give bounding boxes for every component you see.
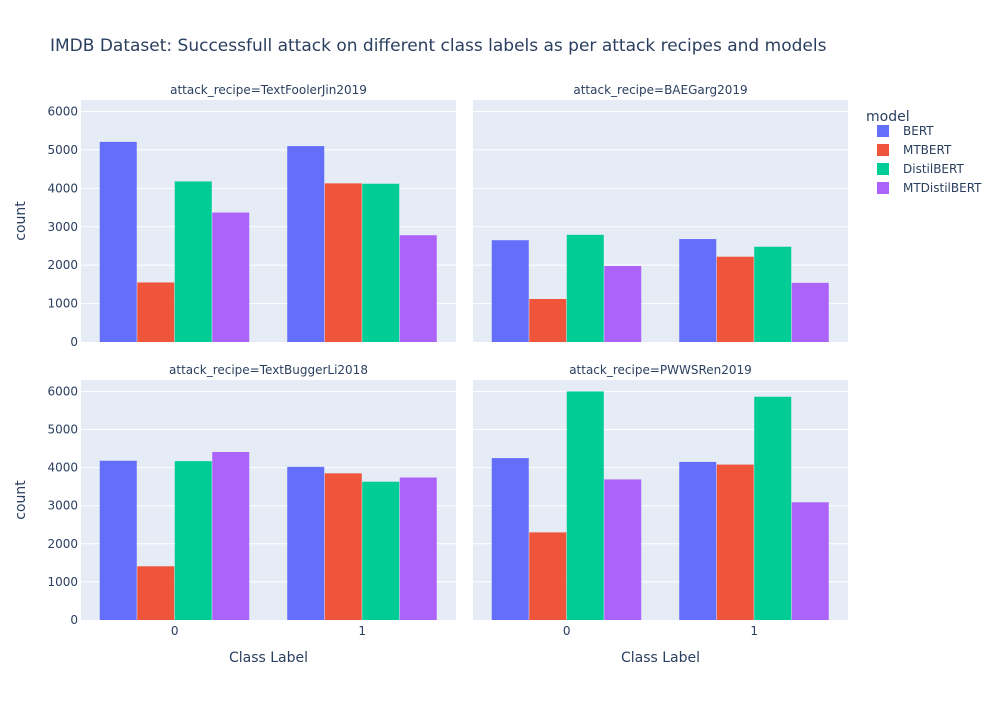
- legend-label: MTBERT: [903, 143, 952, 157]
- bar[interactable]: [137, 566, 175, 620]
- bar[interactable]: [137, 282, 175, 342]
- bar[interactable]: [324, 473, 362, 620]
- y-tick-label: 6000: [47, 105, 78, 119]
- bar[interactable]: [754, 396, 792, 620]
- bar[interactable]: [566, 391, 604, 620]
- facet-panel: attack_recipe=TextFoolerJin2019 0 1000 2000…: [13, 83, 456, 349]
- bar[interactable]: [174, 461, 212, 620]
- panel-title: attack_recipe=BAEGarg2019: [573, 83, 747, 97]
- x-tick-label: 0: [171, 624, 179, 638]
- bar[interactable]: [754, 246, 792, 342]
- x-axis-label: Class Label: [621, 650, 700, 666]
- y-axis-label: count: [13, 480, 29, 520]
- legend-item[interactable]: MTDistilBERT: [877, 181, 982, 195]
- bar[interactable]: [679, 461, 717, 620]
- x-tick-label: 1: [750, 624, 758, 638]
- bar[interactable]: [604, 479, 642, 620]
- bar[interactable]: [529, 298, 567, 342]
- y-tick-label: 2000: [47, 537, 78, 551]
- y-tick-label: 3000: [47, 220, 78, 234]
- x-axis-label: Class Label: [229, 650, 308, 666]
- bar[interactable]: [324, 183, 362, 342]
- bar[interactable]: [791, 282, 829, 342]
- bar[interactable]: [491, 458, 529, 620]
- bar[interactable]: [287, 466, 325, 620]
- y-tick-label: 1000: [47, 297, 78, 311]
- bar[interactable]: [399, 477, 437, 620]
- y-tick-label: 5000: [47, 143, 78, 157]
- chart-title: IMDB Dataset: Successfull attack on diff…: [50, 36, 827, 56]
- panels-layer: attack_recipe=TextFoolerJin2019010002000…: [13, 83, 848, 666]
- legend-swatch: [877, 125, 889, 137]
- y-tick-label: 1000: [47, 575, 78, 589]
- y-tick-label: 0: [70, 335, 78, 349]
- panel-title: attack_recipe=PWWSRen2019: [569, 363, 752, 377]
- y-tick-label: 4000: [47, 461, 78, 475]
- legend-label: BERT: [903, 124, 934, 138]
- facet-panel: attack_recipe=BAEGarg2019: [473, 83, 848, 342]
- legend-item[interactable]: MTBERT: [877, 143, 952, 157]
- legend-swatch: [877, 163, 889, 175]
- bar[interactable]: [174, 181, 212, 342]
- bar[interactable]: [399, 235, 437, 342]
- bar[interactable]: [362, 481, 400, 620]
- legend-label: DistilBERT: [903, 162, 964, 176]
- y-tick-label: 5000: [47, 423, 78, 437]
- bar[interactable]: [287, 146, 325, 342]
- bar[interactable]: [362, 183, 400, 342]
- y-tick-label: 2000: [47, 258, 78, 272]
- bar[interactable]: [679, 239, 717, 342]
- bar[interactable]: [604, 265, 642, 342]
- bar[interactable]: [566, 234, 604, 342]
- bar[interactable]: [212, 452, 250, 620]
- panel-title: attack_recipe=TextBuggerLi2018: [169, 363, 368, 377]
- bar[interactable]: [791, 502, 829, 620]
- y-tick-label: 0: [70, 613, 78, 627]
- facet-panel: attack_recipe=PWWSRen2019 0 1 Class Label: [473, 363, 848, 666]
- bar[interactable]: [716, 256, 754, 342]
- bar[interactable]: [212, 212, 250, 342]
- legend-label: MTDistilBERT: [903, 181, 982, 195]
- legend-item[interactable]: BERT: [877, 124, 934, 138]
- bar[interactable]: [99, 460, 137, 620]
- bar[interactable]: [716, 464, 754, 620]
- x-tick-label: 1: [358, 624, 366, 638]
- bar[interactable]: [99, 141, 137, 342]
- bar[interactable]: [529, 532, 567, 620]
- legend-item[interactable]: DistilBERT: [877, 162, 964, 176]
- bar[interactable]: [491, 240, 529, 342]
- legend-swatch: [877, 182, 889, 194]
- legend-title: model: [866, 109, 910, 125]
- y-axis-label: count: [13, 201, 29, 241]
- y-tick-label: 4000: [47, 181, 78, 195]
- x-tick-label: 0: [563, 624, 571, 638]
- panel-title: attack_recipe=TextFoolerJin2019: [170, 83, 367, 97]
- y-tick-label: 6000: [47, 384, 78, 398]
- legend-swatch: [877, 144, 889, 156]
- y-tick-label: 3000: [47, 499, 78, 513]
- facet-panel: attack_recipe=TextBuggerLi2018 0 1000 2000 3…: [13, 363, 456, 666]
